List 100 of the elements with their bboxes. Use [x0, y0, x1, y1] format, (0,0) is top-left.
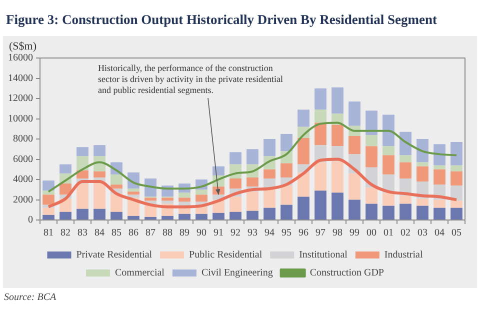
x-tick-label: 90 [196, 228, 206, 239]
bar [416, 198, 428, 206]
x-tick-label: 97 [316, 228, 326, 239]
bar [450, 165, 462, 172]
bar [434, 208, 446, 220]
bar [332, 192, 344, 220]
bar [416, 166, 428, 182]
y-tick-label: 12000 [8, 93, 33, 104]
bar [382, 206, 394, 220]
line-series [48, 122, 458, 193]
bar [178, 192, 190, 198]
bar [76, 208, 88, 220]
bar [162, 198, 174, 201]
x-tick-label: 83 [78, 228, 88, 239]
y-tick-label: 14000 [8, 72, 33, 84]
bar [94, 171, 106, 178]
bar [314, 88, 326, 110]
x-tick-label: 94 [264, 228, 274, 239]
bar [416, 139, 428, 162]
bar [230, 178, 242, 189]
legend-label: Commercial [115, 268, 165, 279]
bar [366, 188, 378, 204]
bar [196, 194, 208, 202]
x-tick-label: 95 [282, 228, 292, 239]
bar [264, 169, 276, 178]
x-tick-label: 02 [400, 228, 410, 239]
bar [42, 180, 54, 191]
bar [110, 212, 122, 220]
bar [76, 184, 88, 209]
bar [450, 200, 462, 208]
bar [42, 208, 54, 215]
bar [400, 204, 412, 220]
bar [128, 188, 140, 192]
bar [280, 204, 292, 220]
y-tick-label: 8000 [13, 134, 33, 145]
bar [416, 162, 428, 166]
bar [314, 190, 326, 220]
legend-label: Construction GDP [310, 268, 384, 279]
bar [298, 138, 310, 164]
x-tick-label: 00 [366, 228, 376, 239]
bar [298, 110, 310, 127]
bar [382, 146, 394, 156]
bar [264, 188, 276, 208]
bar [246, 192, 258, 211]
y-tick-label: 0 [28, 214, 33, 226]
bar [246, 210, 258, 220]
bar [434, 200, 446, 208]
bar [280, 186, 292, 205]
x-tick-label: 88 [162, 228, 172, 239]
bar [400, 162, 412, 178]
chart-title: Figure 3: Construction Output Historically Driven By Residential Segment [5, 11, 438, 29]
bar [178, 214, 190, 220]
bar [450, 142, 462, 166]
bar [230, 212, 242, 220]
annotation: Historically, the performance of the construction sector is driven by activity in the private residential and public residential segments. [98, 62, 284, 95]
x-tick-label: 91 [214, 228, 224, 239]
bar [212, 212, 224, 220]
x-tick-label: 03 [418, 228, 428, 239]
bar [280, 134, 292, 152]
bar [314, 110, 326, 123]
bar [94, 145, 106, 156]
bar [382, 155, 394, 174]
y-tick-label: 6000 [13, 154, 33, 165]
x-tick-label: 85 [112, 228, 122, 239]
bar [382, 114, 394, 146]
x-tick-label: 98 [332, 228, 342, 239]
x-tick-label: 04 [434, 228, 444, 239]
bar [60, 164, 72, 174]
bar [366, 110, 378, 135]
bar [382, 192, 394, 206]
x-tick-label: 82 [60, 228, 70, 239]
x-tick-label: 96 [298, 228, 308, 239]
bar [110, 174, 122, 185]
legend-label: Public Residential [189, 250, 262, 261]
bar [298, 172, 310, 197]
x-tick-label: 86 [128, 228, 138, 239]
line-series [47, 158, 458, 208]
bar [332, 161, 344, 193]
bar [94, 208, 106, 220]
x-tick-label: 81 [44, 228, 54, 239]
source-note: Source: BCA [3, 291, 58, 303]
legend-label: Private Residential [76, 250, 152, 261]
bar [400, 155, 412, 162]
bar [332, 124, 344, 146]
bar [400, 196, 412, 204]
bar [144, 198, 156, 201]
bar [42, 194, 54, 205]
legend-label: Institutional [299, 250, 348, 261]
x-tick-label: 93 [248, 228, 258, 239]
bar [416, 206, 428, 220]
y-tick-label: 4000 [13, 174, 33, 186]
bar [434, 165, 446, 170]
bar [366, 146, 378, 168]
bar [348, 173, 360, 200]
bar [246, 177, 258, 187]
bar [298, 196, 310, 220]
bar [314, 162, 326, 191]
y-tick-label: 2000 [13, 194, 33, 206]
x-tick-label: 99 [350, 228, 360, 239]
x-tick-label: 87 [146, 228, 156, 239]
